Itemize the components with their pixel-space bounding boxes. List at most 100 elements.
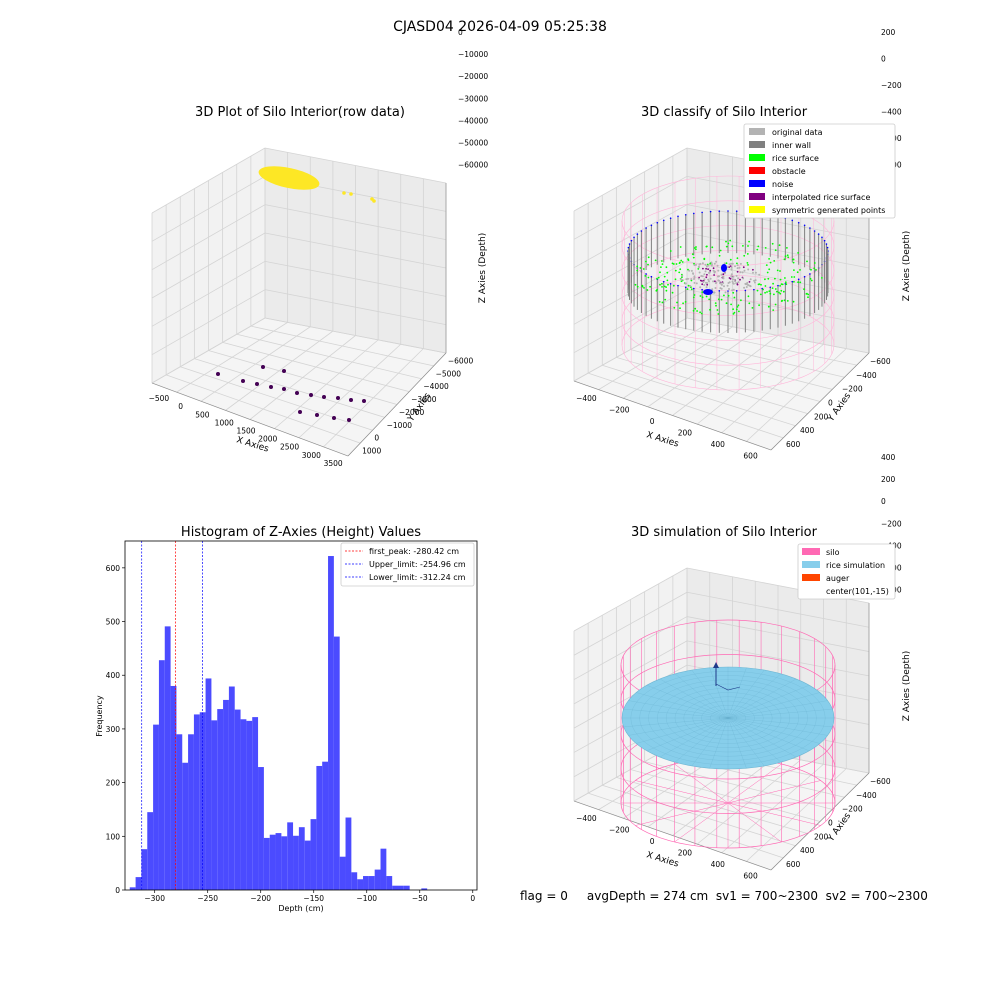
legend: silo rice simulation auger center(101,-15) [797, 543, 896, 600]
original-point [731, 262, 734, 265]
grid-line [225, 330, 334, 411]
rice-point [647, 263, 649, 266]
legend: original data inner wall rice surface obsta… [743, 123, 896, 219]
y-tick-label: 600 [106, 564, 121, 573]
noise-point [797, 221, 800, 224]
rice-point [717, 313, 720, 315]
rice-point [732, 291, 735, 294]
rice-point [772, 282, 774, 285]
rice-point [793, 276, 796, 278]
rice-point [729, 239, 732, 242]
rice-point [757, 245, 760, 248]
original-point [714, 270, 716, 273]
grid-line [573, 260, 688, 325]
original-point [758, 273, 761, 276]
rice-point [762, 288, 764, 291]
grid-line [151, 232, 266, 299]
purple-point [336, 396, 340, 400]
purple-point [255, 382, 259, 386]
noise-point [735, 290, 738, 292]
histogram-bar [258, 767, 264, 890]
x-tick-label: 0 [470, 894, 475, 903]
rice-point [681, 276, 683, 279]
rice-point [787, 256, 790, 259]
rice-point [792, 300, 795, 303]
grid-line [573, 147, 688, 212]
histogram-bar [158, 660, 165, 890]
rice-point [645, 260, 647, 263]
rice-point [780, 283, 783, 285]
noise-point [791, 280, 794, 283]
purple-point [295, 391, 299, 395]
grid-line [623, 326, 733, 399]
z-axis-label: Z Axies (Depth) [902, 651, 912, 722]
histogram-bar [141, 849, 148, 890]
rice-point [747, 245, 749, 247]
grid-line [672, 335, 779, 416]
y-tick-label: −400 [856, 371, 877, 380]
grid-line [200, 326, 311, 402]
noise-point [677, 284, 679, 287]
rice-point [722, 273, 725, 276]
original-point [703, 273, 706, 276]
noise-point [662, 280, 665, 283]
rice-point [781, 299, 783, 302]
original-point [723, 262, 726, 265]
data-points [216, 166, 376, 422]
original-point [749, 278, 752, 281]
grid-line [573, 175, 688, 240]
original-point [714, 287, 717, 289]
grid-line [696, 339, 802, 425]
rice-point [678, 262, 681, 264]
rice-point [739, 278, 741, 281]
grid-line [323, 348, 424, 448]
noise-point [650, 275, 653, 278]
grid-line [686, 616, 870, 652]
rice-point [649, 285, 651, 288]
rice-point [797, 281, 799, 284]
rice-point [641, 284, 644, 287]
purple-point [349, 398, 353, 402]
histogram-bar [164, 626, 171, 890]
rice-point [784, 281, 787, 284]
original-point [684, 282, 687, 285]
x-tick-label: −200 [609, 405, 630, 414]
rice-point [714, 302, 717, 304]
x-tick-label: 2500 [280, 443, 299, 452]
x-tick-label: −200 [250, 894, 271, 903]
rice-point [725, 302, 728, 305]
obstacle-cluster [721, 264, 727, 272]
legend-label: symmetric generated points [772, 206, 885, 215]
original-point [722, 275, 725, 278]
rice-point [771, 287, 774, 289]
rice-point [639, 267, 642, 269]
z-axis-label: Z Axies (Depth) [902, 231, 912, 302]
rice-point [768, 268, 771, 271]
grid-line [264, 289, 447, 326]
rice-point [706, 283, 709, 286]
rice-point [659, 271, 661, 274]
original-point [734, 265, 736, 268]
histogram-bar [304, 840, 311, 890]
purple-point [332, 416, 336, 420]
rice-point [665, 286, 667, 288]
histogram-bar [298, 827, 305, 890]
rice-point [656, 277, 658, 280]
rice-point [742, 245, 744, 247]
axis-line [573, 380, 772, 451]
y-tick-label: −600 [870, 777, 891, 786]
rice-point [778, 244, 781, 247]
rice-point [666, 271, 669, 274]
legend-label: Upper_limit: -254.96 cm [369, 560, 466, 569]
x-axis-label: X Axies [645, 430, 680, 449]
silo-wire [727, 763, 782, 804]
original-point [703, 284, 706, 286]
rice-point [783, 258, 786, 261]
grid-line [264, 317, 447, 354]
purple-point [282, 369, 286, 373]
rice-point [746, 253, 749, 255]
original-point [743, 286, 746, 289]
original-point [707, 280, 710, 283]
noise-point [630, 239, 633, 242]
original-point [705, 281, 707, 284]
